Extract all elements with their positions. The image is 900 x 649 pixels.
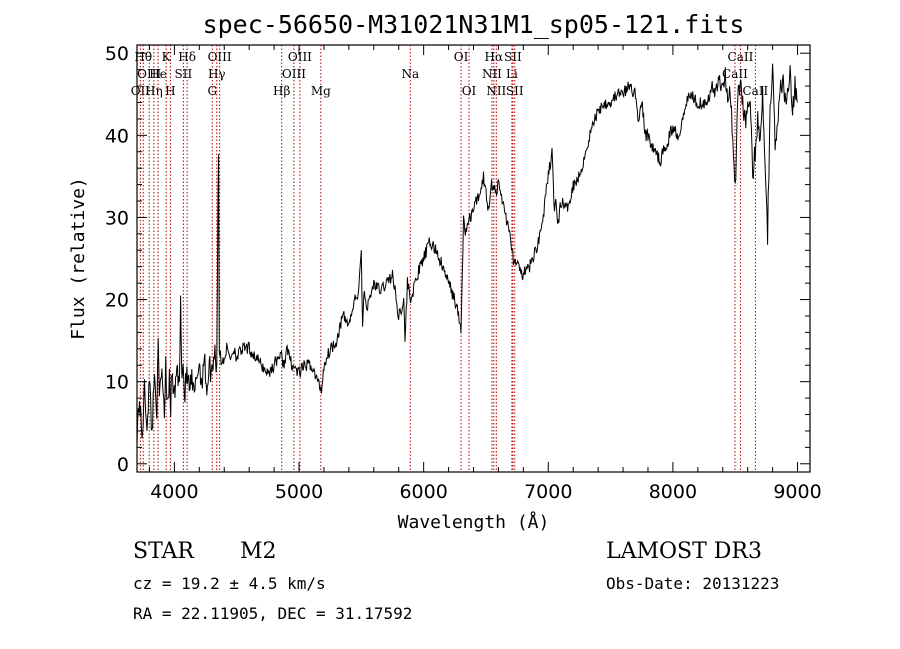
object-subclass: M2 — [240, 539, 277, 564]
spectral-line-label: Hδ — [178, 50, 196, 64]
plot-frame — [136, 44, 811, 473]
spectrum-line — [136, 63, 798, 445]
spectral-line-label: NII — [486, 84, 506, 98]
spectral-line-label: Hθ — [134, 50, 152, 64]
y-axis-label: Flux (relative) — [68, 177, 89, 340]
x-tick-label: 5000 — [275, 481, 323, 503]
spectral-line-label: SII — [504, 50, 522, 64]
spectral-line-label: He — [149, 67, 167, 81]
spectral-line-label: Hβ — [273, 84, 290, 98]
x-tick-label: 8000 — [649, 481, 697, 503]
spectral-line-label: SII — [175, 67, 193, 81]
redshift-velocity: cz = 19.2 ± 4.5 km/s — [133, 574, 326, 593]
y-tick-label: 10 — [105, 372, 129, 394]
x-tick-label: 4000 — [150, 481, 198, 503]
spectral-line-label: OIII — [137, 67, 161, 81]
spectral-line-label: Hα — [485, 50, 504, 64]
axis-ticks: 4000 5000 6000 7000 8000 9000 0 10 20 30 40 50 — [105, 43, 822, 503]
spectral-line-label: G — [207, 84, 217, 98]
y-tick-label: 50 — [105, 43, 129, 65]
spectral-line-label: OIII — [288, 50, 312, 64]
survey-name: LAMOST DR3 — [606, 539, 762, 564]
spectral-line-label: Mg — [311, 84, 331, 98]
y-tick-label: 30 — [105, 207, 129, 229]
spectral-line-label: Hη — [145, 84, 163, 98]
y-tick-label: 40 — [105, 125, 129, 147]
y-tick-label: 20 — [105, 290, 129, 312]
object-class: STAR — [133, 539, 194, 564]
spectral-line-label: NII — [482, 67, 502, 81]
spectral-line-label: OI — [454, 50, 469, 64]
spectral-line-markers — [139, 45, 756, 472]
observation-date: Obs-Date: 20131223 — [606, 574, 780, 593]
spectral-line-label: SII — [506, 84, 524, 98]
spectral-line-label: OI — [462, 84, 477, 98]
coordinates: RA = 22.11905, DEC = 31.17592 — [133, 604, 413, 623]
y-tick-label: 0 — [117, 454, 129, 476]
x-tick-label: 6000 — [399, 481, 447, 503]
spectral-line-label: Hγ — [208, 67, 226, 81]
x-axis-label: Wavelength (Å) — [398, 511, 550, 533]
spectral-line-label: K — [162, 50, 172, 64]
spectral-line-label: Li — [506, 67, 518, 81]
x-tick-label: 9000 — [773, 481, 821, 503]
spectral-line-label: CaII — [728, 50, 754, 64]
spectral-line-label: H — [165, 84, 175, 98]
spectral-line-label: CaII — [722, 67, 748, 81]
spectral-line-labels: OIIHθOIIIHηHeKHSIIHδGHγOIIIHβOIIIOIIIMgN… — [131, 50, 769, 98]
spectral-line-label: OIII — [282, 67, 306, 81]
spectral-line-label: OIII — [208, 50, 232, 64]
chart-title: spec-56650-M31021N31M1_sp05-121.fits — [203, 10, 745, 39]
x-tick-label: 7000 — [524, 481, 572, 503]
spectral-line-label: CaII — [742, 84, 768, 98]
spectral-line-label: OII — [131, 84, 151, 98]
spectral-line-label: Na — [401, 67, 419, 81]
